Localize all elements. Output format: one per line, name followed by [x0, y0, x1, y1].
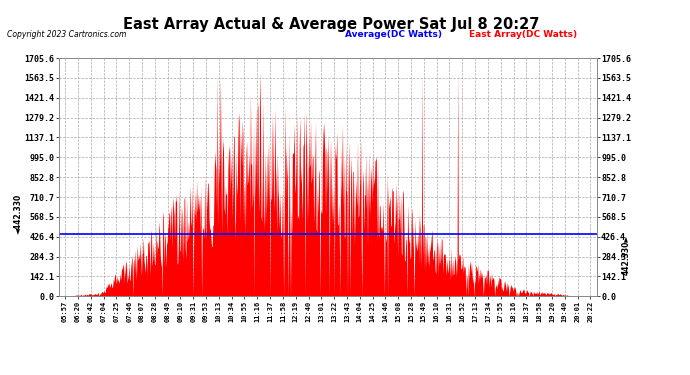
Text: Average(DC Watts): Average(DC Watts): [345, 30, 442, 39]
Text: Copyright 2023 Cartronics.com: Copyright 2023 Cartronics.com: [7, 30, 126, 39]
Text: ◄442.330: ◄442.330: [14, 194, 23, 234]
Text: East Array Actual & Average Power Sat Jul 8 20:27: East Array Actual & Average Power Sat Ju…: [123, 17, 540, 32]
Text: 442.330►: 442.330►: [622, 234, 631, 275]
Text: East Array(DC Watts): East Array(DC Watts): [469, 30, 578, 39]
